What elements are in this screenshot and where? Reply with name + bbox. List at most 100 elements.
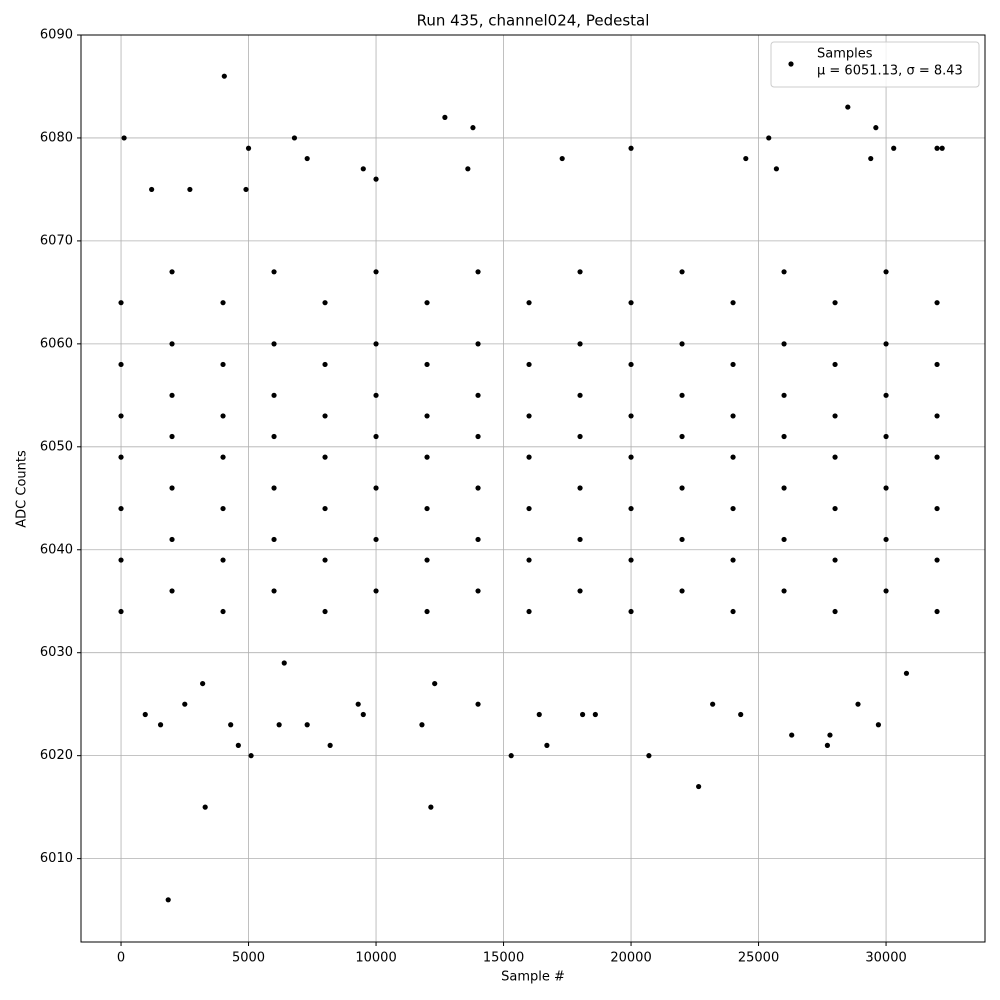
data-point: [832, 454, 838, 460]
data-point: [424, 413, 430, 419]
data-point: [526, 454, 532, 460]
y-tick-label: 6090: [40, 28, 73, 43]
data-point: [169, 485, 175, 491]
data-point: [169, 433, 175, 440]
x-tick-label: 25000: [738, 951, 779, 966]
data-point: [710, 701, 716, 707]
data-point: [322, 608, 328, 615]
data-point: [322, 454, 328, 460]
data-point: [679, 341, 685, 347]
data-point: [373, 485, 379, 491]
data-point: [730, 361, 736, 368]
data-point: [875, 722, 882, 728]
data-point: [245, 145, 252, 151]
data-point: [327, 742, 333, 748]
data-point: [508, 753, 514, 759]
data-point: [118, 608, 124, 615]
data-point: [220, 361, 226, 368]
data-point: [373, 176, 379, 182]
data-point: [118, 505, 124, 512]
data-point: [373, 392, 379, 398]
data-point: [142, 711, 148, 718]
data-point: [271, 392, 277, 398]
data-point: [934, 413, 940, 419]
data-point: [536, 711, 542, 718]
data-point: [149, 186, 155, 193]
data-point: [577, 536, 583, 543]
y-tick-label: 6040: [40, 542, 73, 557]
data-point: [679, 433, 685, 440]
data-point: [424, 505, 430, 512]
data-point: [934, 145, 940, 151]
x-tick-label: 5000: [232, 951, 265, 966]
data-point: [827, 732, 833, 738]
data-point: [730, 300, 736, 306]
data-point: [934, 361, 940, 368]
data-point: [883, 588, 889, 594]
y-tick-label: 6050: [40, 439, 73, 454]
data-point: [544, 742, 550, 748]
legend-marker: [788, 61, 794, 67]
data-point: [424, 454, 430, 460]
data-point: [475, 269, 481, 275]
data-point: [271, 269, 277, 275]
data-point: [121, 135, 127, 141]
data-point: [646, 753, 652, 759]
data-point: [276, 722, 282, 728]
data-point: [221, 73, 227, 79]
x-axis-label: Sample #: [501, 970, 565, 985]
data-point: [832, 361, 838, 368]
data-point: [355, 701, 361, 707]
data-point: [220, 608, 226, 615]
data-point: [200, 680, 206, 687]
y-axis-label: ADC Counts: [15, 450, 30, 528]
data-point: [592, 711, 598, 718]
data-point: [424, 557, 430, 563]
data-point: [470, 125, 476, 131]
data-point: [475, 392, 481, 398]
data-point: [934, 300, 940, 306]
data-point: [118, 300, 124, 306]
chart-title: Run 435, channel024, Pedestal: [417, 12, 650, 30]
data-point: [220, 300, 226, 306]
data-point: [730, 608, 736, 615]
data-point: [832, 413, 838, 419]
data-point: [883, 341, 889, 347]
data-point: [743, 155, 749, 162]
y-tick-label: 6010: [40, 851, 73, 866]
data-point: [628, 300, 634, 306]
data-point: [696, 783, 702, 790]
data-point: [419, 722, 425, 728]
data-point: [169, 269, 175, 275]
data-point: [169, 392, 175, 398]
x-tick-label: 0: [117, 951, 125, 966]
data-point: [475, 485, 481, 491]
data-point: [679, 536, 685, 543]
data-point: [883, 269, 889, 275]
data-point: [235, 742, 241, 748]
data-point: [220, 454, 226, 460]
data-point: [118, 361, 124, 368]
data-point: [730, 413, 736, 419]
plot-frame: [80, 34, 986, 943]
data-point: [424, 300, 430, 306]
data-point: [730, 505, 736, 512]
legend-note: μ = 6051.13, σ = 8.43: [817, 64, 963, 79]
data-point: [243, 186, 249, 193]
data-point: [934, 454, 940, 460]
data-point: [373, 536, 379, 543]
data-point: [424, 608, 430, 615]
data-point: [789, 732, 795, 738]
data-point: [271, 588, 277, 594]
data-point: [281, 660, 287, 666]
data-point: [577, 392, 583, 398]
data-point: [679, 392, 685, 398]
data-point: [322, 361, 328, 368]
data-point: [577, 588, 583, 594]
data-point: [165, 897, 171, 903]
data-point: [220, 505, 226, 512]
data-point: [526, 557, 532, 563]
data-point: [845, 104, 851, 110]
data-point: [628, 608, 634, 615]
data-point: [526, 413, 532, 419]
